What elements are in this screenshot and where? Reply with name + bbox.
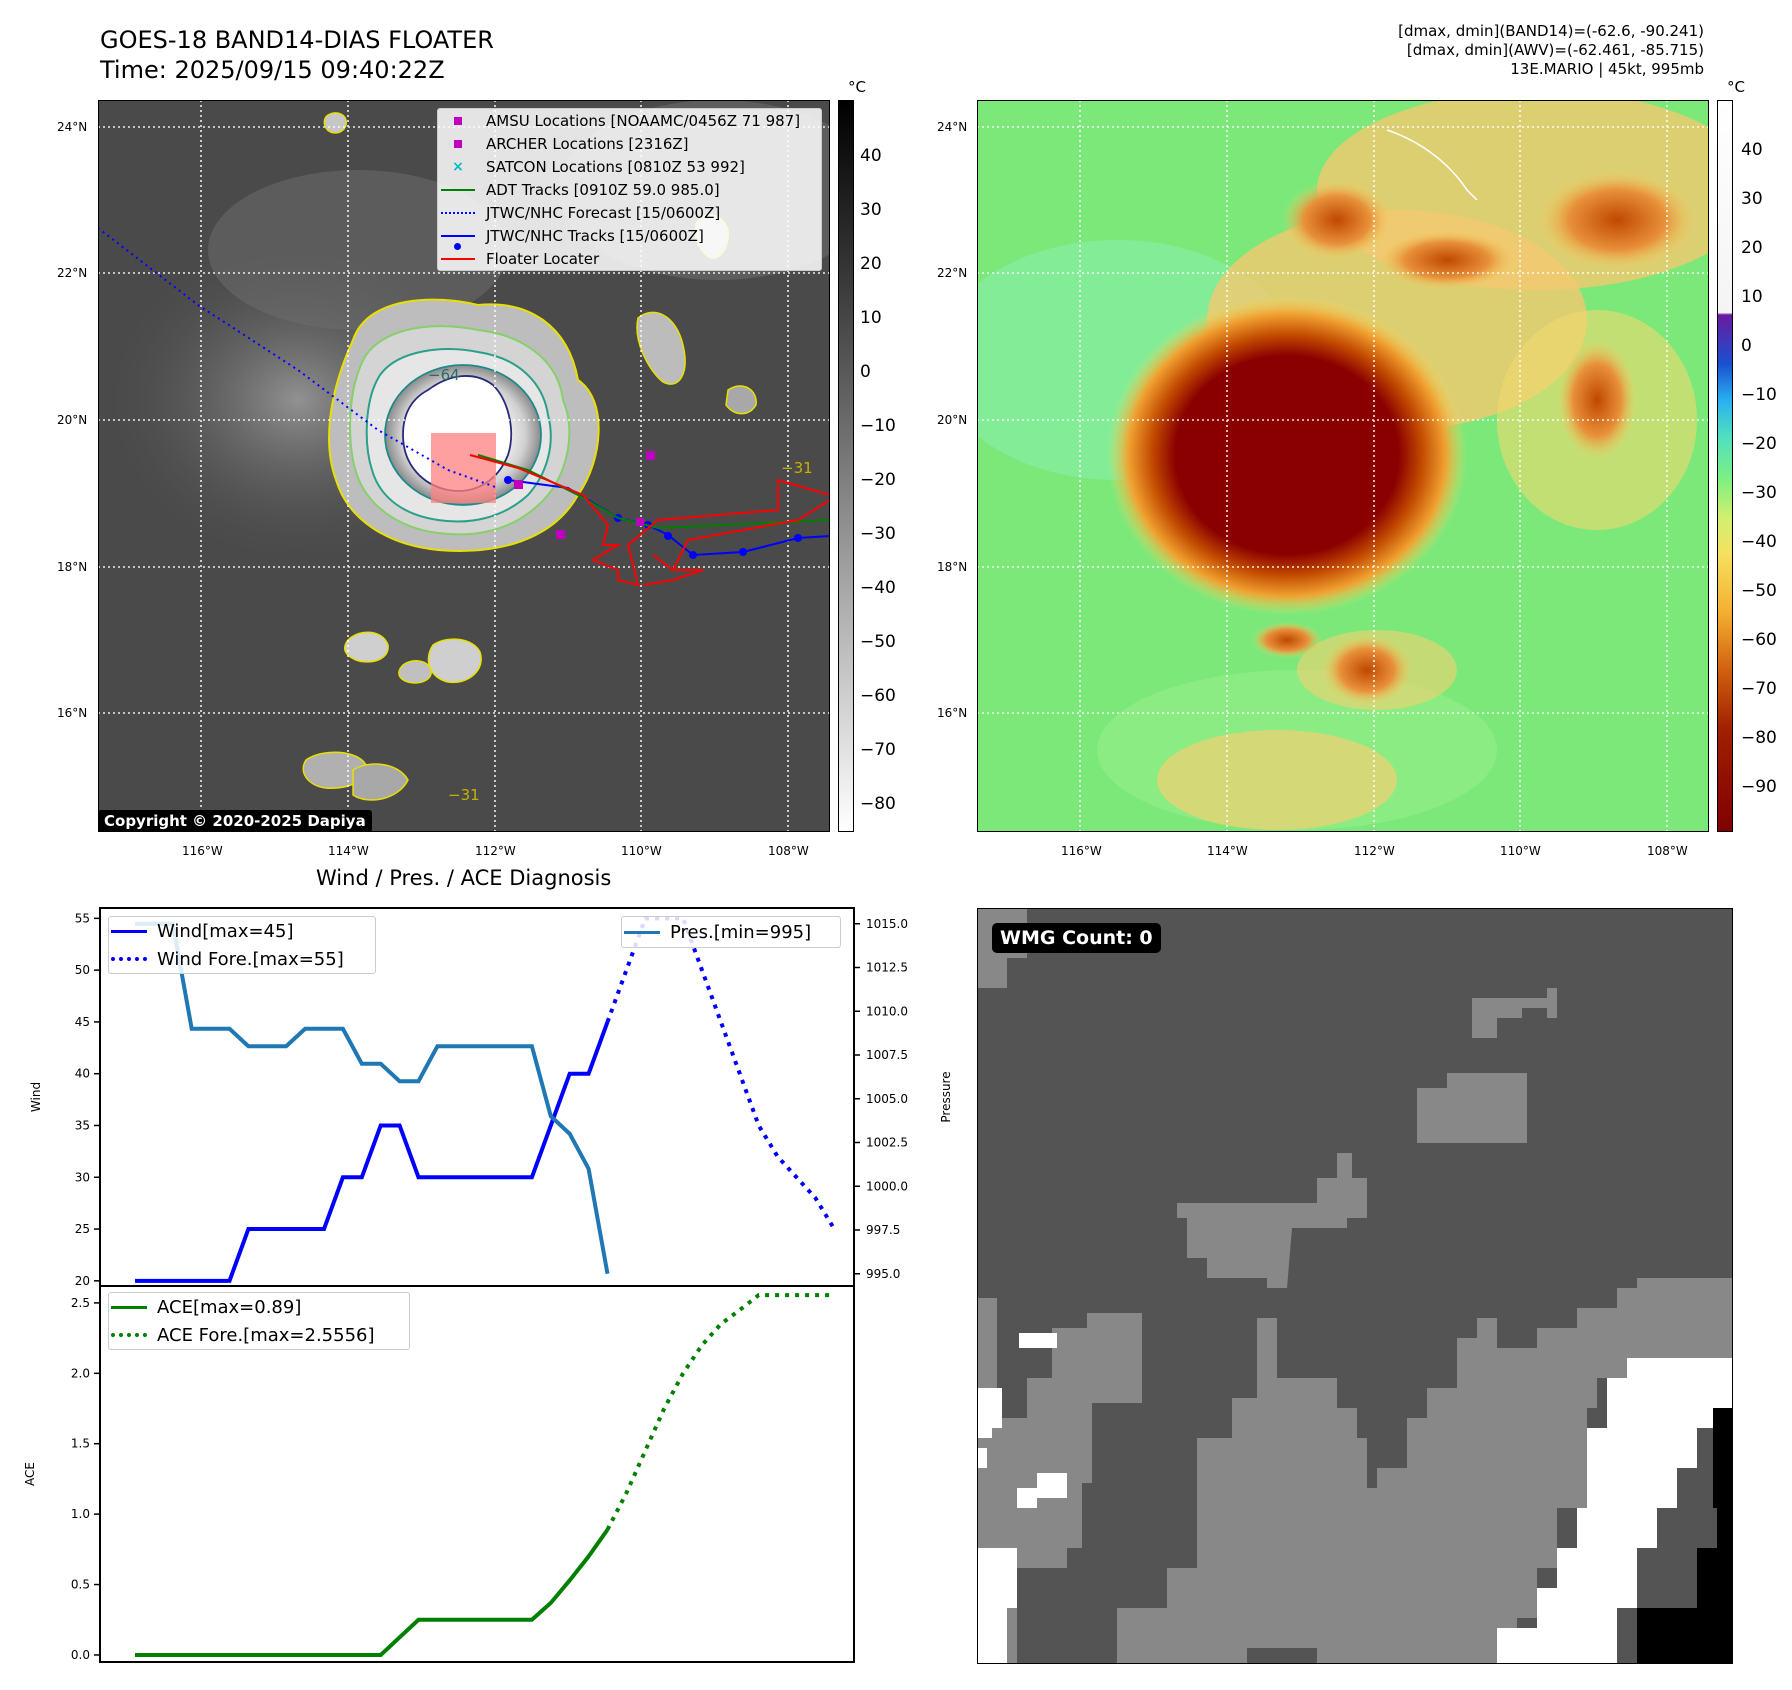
- series-wind-max-line: [135, 1021, 610, 1283]
- dotted-line-icon: [441, 211, 475, 214]
- floater-locator-line: [469, 454, 830, 587]
- pres-yticks-label: 1012.5: [866, 961, 908, 975]
- square-marker-icon: [454, 139, 462, 148]
- wind-yticks-label: 45: [75, 1015, 90, 1029]
- line-marker-icon: [111, 929, 147, 933]
- legend-ace: ACE[max=0.89]: [109, 1293, 409, 1321]
- pressure-y-ticks: 995.0 997.5 1000.0 1002.5 1005.0 1007.5 1010.0…: [854, 917, 908, 1281]
- legend-wind-fore: Wind Fore.[max=55]: [109, 945, 375, 973]
- diagnosis-chart: 20 25 30 35 40 45 50 55 995.0 997.5 1000.0 1002.5 1…: [23, 907, 953, 1663]
- legend-adt: ADT Tracks [0910Z 59.0 985.0]: [438, 178, 821, 201]
- legend-wind: Wind[max=45]: [109, 917, 375, 945]
- line-marker-icon: [111, 1305, 147, 1309]
- info-line-awv: [dmax, dmin](AWV)=(-62.461, -85.715): [1406, 41, 1704, 59]
- figure-title: GOES-18 BAND14-DIAS FLOATER: [100, 26, 494, 54]
- legend-floater: Floater Locater: [438, 247, 821, 270]
- contour-label-31a: −31: [781, 459, 813, 477]
- wind-y-ticks: 20 25 30 35 40 45 50 55: [75, 911, 100, 1288]
- pressure-axis-label: Pressure: [939, 1071, 953, 1122]
- contour-label-64: −64: [428, 366, 460, 384]
- contour-label-31b: −31: [448, 786, 480, 804]
- legend-amsu: AMSU Locations [NOAAMC/0456Z 71 987]: [438, 109, 821, 132]
- series-ace-max-line: [135, 1528, 610, 1657]
- legend-satcon: × SATCON Locations [0810Z 53 992]: [452, 157, 745, 176]
- x-marker-icon: ×: [452, 158, 464, 175]
- pres-yticks-label: 1015.0: [866, 917, 908, 931]
- awv-satellite-map: [977, 100, 1709, 832]
- ace-axis-label: ACE: [23, 1462, 37, 1486]
- wind-yticks-label: 40: [75, 1067, 90, 1081]
- pres-yticks-label: 1010.0: [866, 1004, 908, 1018]
- ace-yticks-label: 1.0: [71, 1507, 90, 1521]
- line-dot-icon: [441, 234, 475, 237]
- awv-colorbar: [1717, 100, 1733, 832]
- square-marker-icon: [454, 116, 462, 125]
- legend-jtwc-tracks: JTWC/NHC Tracks [15/0600Z]: [438, 224, 821, 250]
- legend-pressure: Pres.[min=995]: [622, 917, 840, 947]
- dotted-line-icon: [111, 957, 147, 961]
- wind-yticks-label: 55: [75, 911, 90, 925]
- series-pres-min-line: [135, 921, 610, 1275]
- ir-colorbar: [838, 100, 854, 832]
- pres-yticks-label: 997.5: [866, 1223, 900, 1237]
- ace-legend: ACE[max=0.89] ACE Fore.[max=2.5556]: [108, 1292, 410, 1350]
- ir-legend: AMSU Locations [NOAAMC/0456Z 71 987] ARC…: [437, 108, 822, 271]
- line-marker-icon: [441, 188, 475, 191]
- pres-yticks-label: 1005.0: [866, 1092, 908, 1106]
- wind-legend: Wind[max=45] Wind Fore.[max=55]: [108, 916, 376, 974]
- amsu-archer-markers: [514, 451, 655, 539]
- wind-axis-label: Wind: [29, 1082, 43, 1112]
- ir-colorbar-unit: °C: [848, 78, 866, 96]
- awv-colorbar-unit: °C: [1727, 78, 1745, 96]
- wind-yticks-label: 35: [75, 1118, 90, 1132]
- line-marker-icon: [441, 257, 475, 260]
- series-ace-fore-max-line: [605, 1293, 835, 1531]
- floater-box: [431, 433, 496, 503]
- wmg-map: [977, 908, 1733, 1664]
- dotted-line-icon: [111, 1333, 147, 1337]
- jtwc-forecast-line: [98, 227, 499, 489]
- line-marker-icon: [624, 930, 660, 934]
- ace-yticks-label: 0.5: [71, 1578, 90, 1592]
- ace-yticks-label: 1.5: [71, 1437, 90, 1451]
- ace-lines: [135, 1293, 835, 1657]
- figure-time: Time: 2025/09/15 09:40:22Z: [100, 56, 445, 84]
- info-line-band14: [dmax, dmin](BAND14)=(-62.6, -90.241): [1398, 22, 1704, 40]
- copyright-badge: Copyright © 2020-2025 Dapiya: [98, 810, 372, 832]
- wind-yticks-label: 30: [75, 1170, 90, 1184]
- awv-gridlines: [977, 100, 1709, 832]
- wind-yticks-label: 20: [75, 1274, 90, 1288]
- info-line-storm: 13E.MARIO | 45kt, 995mb: [1510, 60, 1704, 78]
- ace-y-ticks: 0.0 0.5 1.0 1.5 2.0 2.5: [71, 1296, 100, 1662]
- pressure-legend: Pres.[min=995]: [621, 916, 841, 948]
- adt-track-line: [477, 454, 830, 530]
- ace-yticks-label: 0.0: [71, 1648, 90, 1662]
- ace-yticks-label: 2.0: [71, 1366, 90, 1380]
- wmg-count-badge: WMG Count: 0: [992, 923, 1161, 953]
- diagnosis-title: Wind / Pres. / ACE Diagnosis: [316, 866, 612, 890]
- dmax-dmin-info: [dmax, dmin](BAND14)=(-62.6, -90.241) [d…: [1398, 22, 1704, 79]
- legend-jtwc-forecast: JTWC/NHC Forecast [15/0600Z]: [438, 201, 821, 224]
- legend-ace-fore: ACE Fore.[max=2.5556]: [109, 1321, 409, 1349]
- ace-yticks-label: 2.5: [71, 1296, 90, 1310]
- pres-yticks-label: 1000.0: [866, 1179, 908, 1193]
- wind-yticks-label: 25: [75, 1222, 90, 1236]
- pres-yticks-label: 1002.5: [866, 1136, 908, 1150]
- wind-yticks-label: 50: [75, 963, 90, 977]
- pres-yticks-label: 1007.5: [866, 1048, 908, 1062]
- pres-yticks-label: 995.0: [866, 1267, 900, 1281]
- legend-archer: ARCHER Locations [2316Z]: [438, 132, 821, 155]
